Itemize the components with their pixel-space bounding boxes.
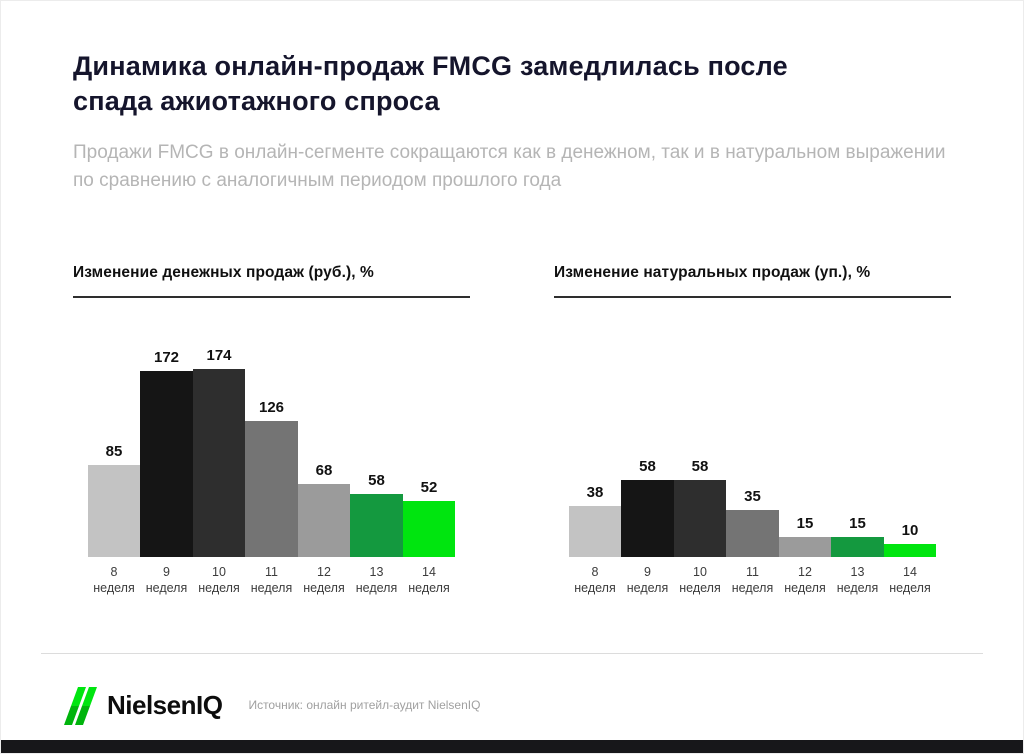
slide-footer: NielsenIQ Источник: онлайн ритейл-аудит … [63, 685, 983, 725]
x-axis-number: 8 [110, 565, 118, 580]
chart-money-sales: Изменение денежных продаж (руб.), % 85 8 н… [73, 264, 470, 596]
nielseniq-logo-icon [63, 685, 97, 725]
x-axis-number: 12 [317, 565, 331, 580]
chart-title: Изменение денежных продаж (руб.), % [73, 264, 470, 299]
x-axis-word: неделя [250, 580, 293, 595]
x-axis-number: 14 [903, 565, 917, 580]
x-axis-word: неделя [145, 580, 188, 595]
bar-column: 58 13 неделя [350, 472, 403, 596]
page-title: Динамика онлайн-продаж FMCG замедлилась … [73, 51, 788, 117]
bar-column: 58 10 неделя [673, 458, 727, 596]
x-axis-word: неделя [679, 580, 721, 595]
bar-column: 126 11 неделя [245, 399, 298, 596]
brand-name: NielsenIQ [107, 689, 223, 720]
bar-value-label: 68 [315, 462, 333, 480]
bar-column: 35 11 неделя [726, 488, 779, 596]
bottom-accent-bar [1, 740, 1023, 753]
source-note: Источник: онлайн ритейл-аудит NielsenIQ [248, 698, 481, 712]
bar-chart: 85 8 неделя 172 9 неделя 174 10 неделя 126 11 недел… [73, 347, 470, 596]
x-axis-word: неделя [836, 580, 879, 595]
bar [778, 537, 832, 558]
bar [726, 510, 779, 558]
bar-value-label: 174 [206, 347, 232, 365]
bar-value-label: 58 [691, 458, 709, 476]
bar-value-label: 58 [368, 472, 385, 490]
bar-value-label: 15 [849, 515, 866, 533]
bar-column: 10 14 неделя [883, 522, 937, 596]
bar-column: 15 13 неделя [831, 515, 884, 596]
bar [192, 369, 246, 558]
bar [350, 494, 403, 558]
chart-unit-sales: Изменение натуральных продаж (уп.), % 38… [554, 264, 951, 596]
bar-column: 52 14 неделя [402, 479, 456, 596]
bar-chart: 38 8 неделя 58 9 неделя 58 10 неделя 35 11 неделя 15… [554, 458, 951, 596]
charts-row: Изменение денежных продаж (руб.), % 85 8 н… [73, 264, 951, 596]
x-axis-number: 8 [591, 565, 599, 580]
bar-column: 172 9 неделя [140, 349, 193, 596]
bar-value-label: 52 [420, 479, 438, 497]
x-axis-number: 13 [369, 565, 384, 580]
x-axis-word: неделя [574, 580, 616, 595]
bar-column: 58 9 неделя [621, 458, 674, 596]
bar-column: 38 8 неделя [568, 484, 622, 596]
bar-column: 15 12 неделя [778, 515, 832, 596]
bar-column: 68 12 неделя [297, 462, 351, 596]
x-axis-number: 10 [693, 565, 707, 580]
x-axis-number: 14 [422, 565, 436, 580]
bar [297, 484, 351, 558]
footer-divider [41, 653, 983, 654]
x-axis-number: 12 [798, 565, 812, 580]
bar [621, 480, 674, 558]
x-axis-number: 9 [644, 565, 651, 580]
chart-title: Изменение натуральных продаж (уп.), % [554, 264, 951, 299]
x-axis-number: 11 [265, 565, 278, 580]
bar [87, 465, 141, 558]
bar-value-label: 38 [586, 484, 604, 502]
bar [245, 421, 298, 558]
x-axis-word: неделя [889, 580, 931, 595]
x-axis-number: 11 [746, 565, 759, 580]
bar-value-label: 172 [153, 349, 180, 367]
x-axis-word: неделя [408, 580, 450, 595]
x-axis-word: неделя [731, 580, 774, 595]
bar-value-label: 15 [796, 515, 814, 533]
x-axis-word: неделя [355, 580, 398, 595]
bar-value-label: 85 [105, 443, 123, 461]
bar-value-label: 10 [901, 522, 919, 540]
bar [673, 480, 727, 558]
x-axis-word: неделя [198, 580, 240, 595]
bar [402, 501, 456, 558]
bar-value-label: 35 [744, 488, 761, 506]
x-axis-number: 9 [163, 565, 170, 580]
bar-column: 85 8 неделя [87, 443, 141, 596]
x-axis-number: 10 [212, 565, 226, 580]
bar-value-label: 126 [258, 399, 285, 417]
page-subtitle: Продажи FMCG в онлайн-сегменте сокращают… [73, 142, 946, 191]
x-axis-number: 13 [850, 565, 865, 580]
x-axis-word: неделя [784, 580, 826, 595]
x-axis-word: неделя [626, 580, 669, 595]
x-axis-word: неделя [93, 580, 135, 595]
bar-column: 174 10 неделя [192, 347, 246, 596]
bar-value-label: 58 [639, 458, 656, 476]
bar [140, 371, 193, 558]
x-axis-word: неделя [303, 580, 345, 595]
bar [568, 506, 622, 558]
bar [831, 537, 884, 558]
bar [883, 544, 937, 558]
slide-content: Динамика онлайн-продаж FMCG замедлилась … [1, 1, 1023, 596]
